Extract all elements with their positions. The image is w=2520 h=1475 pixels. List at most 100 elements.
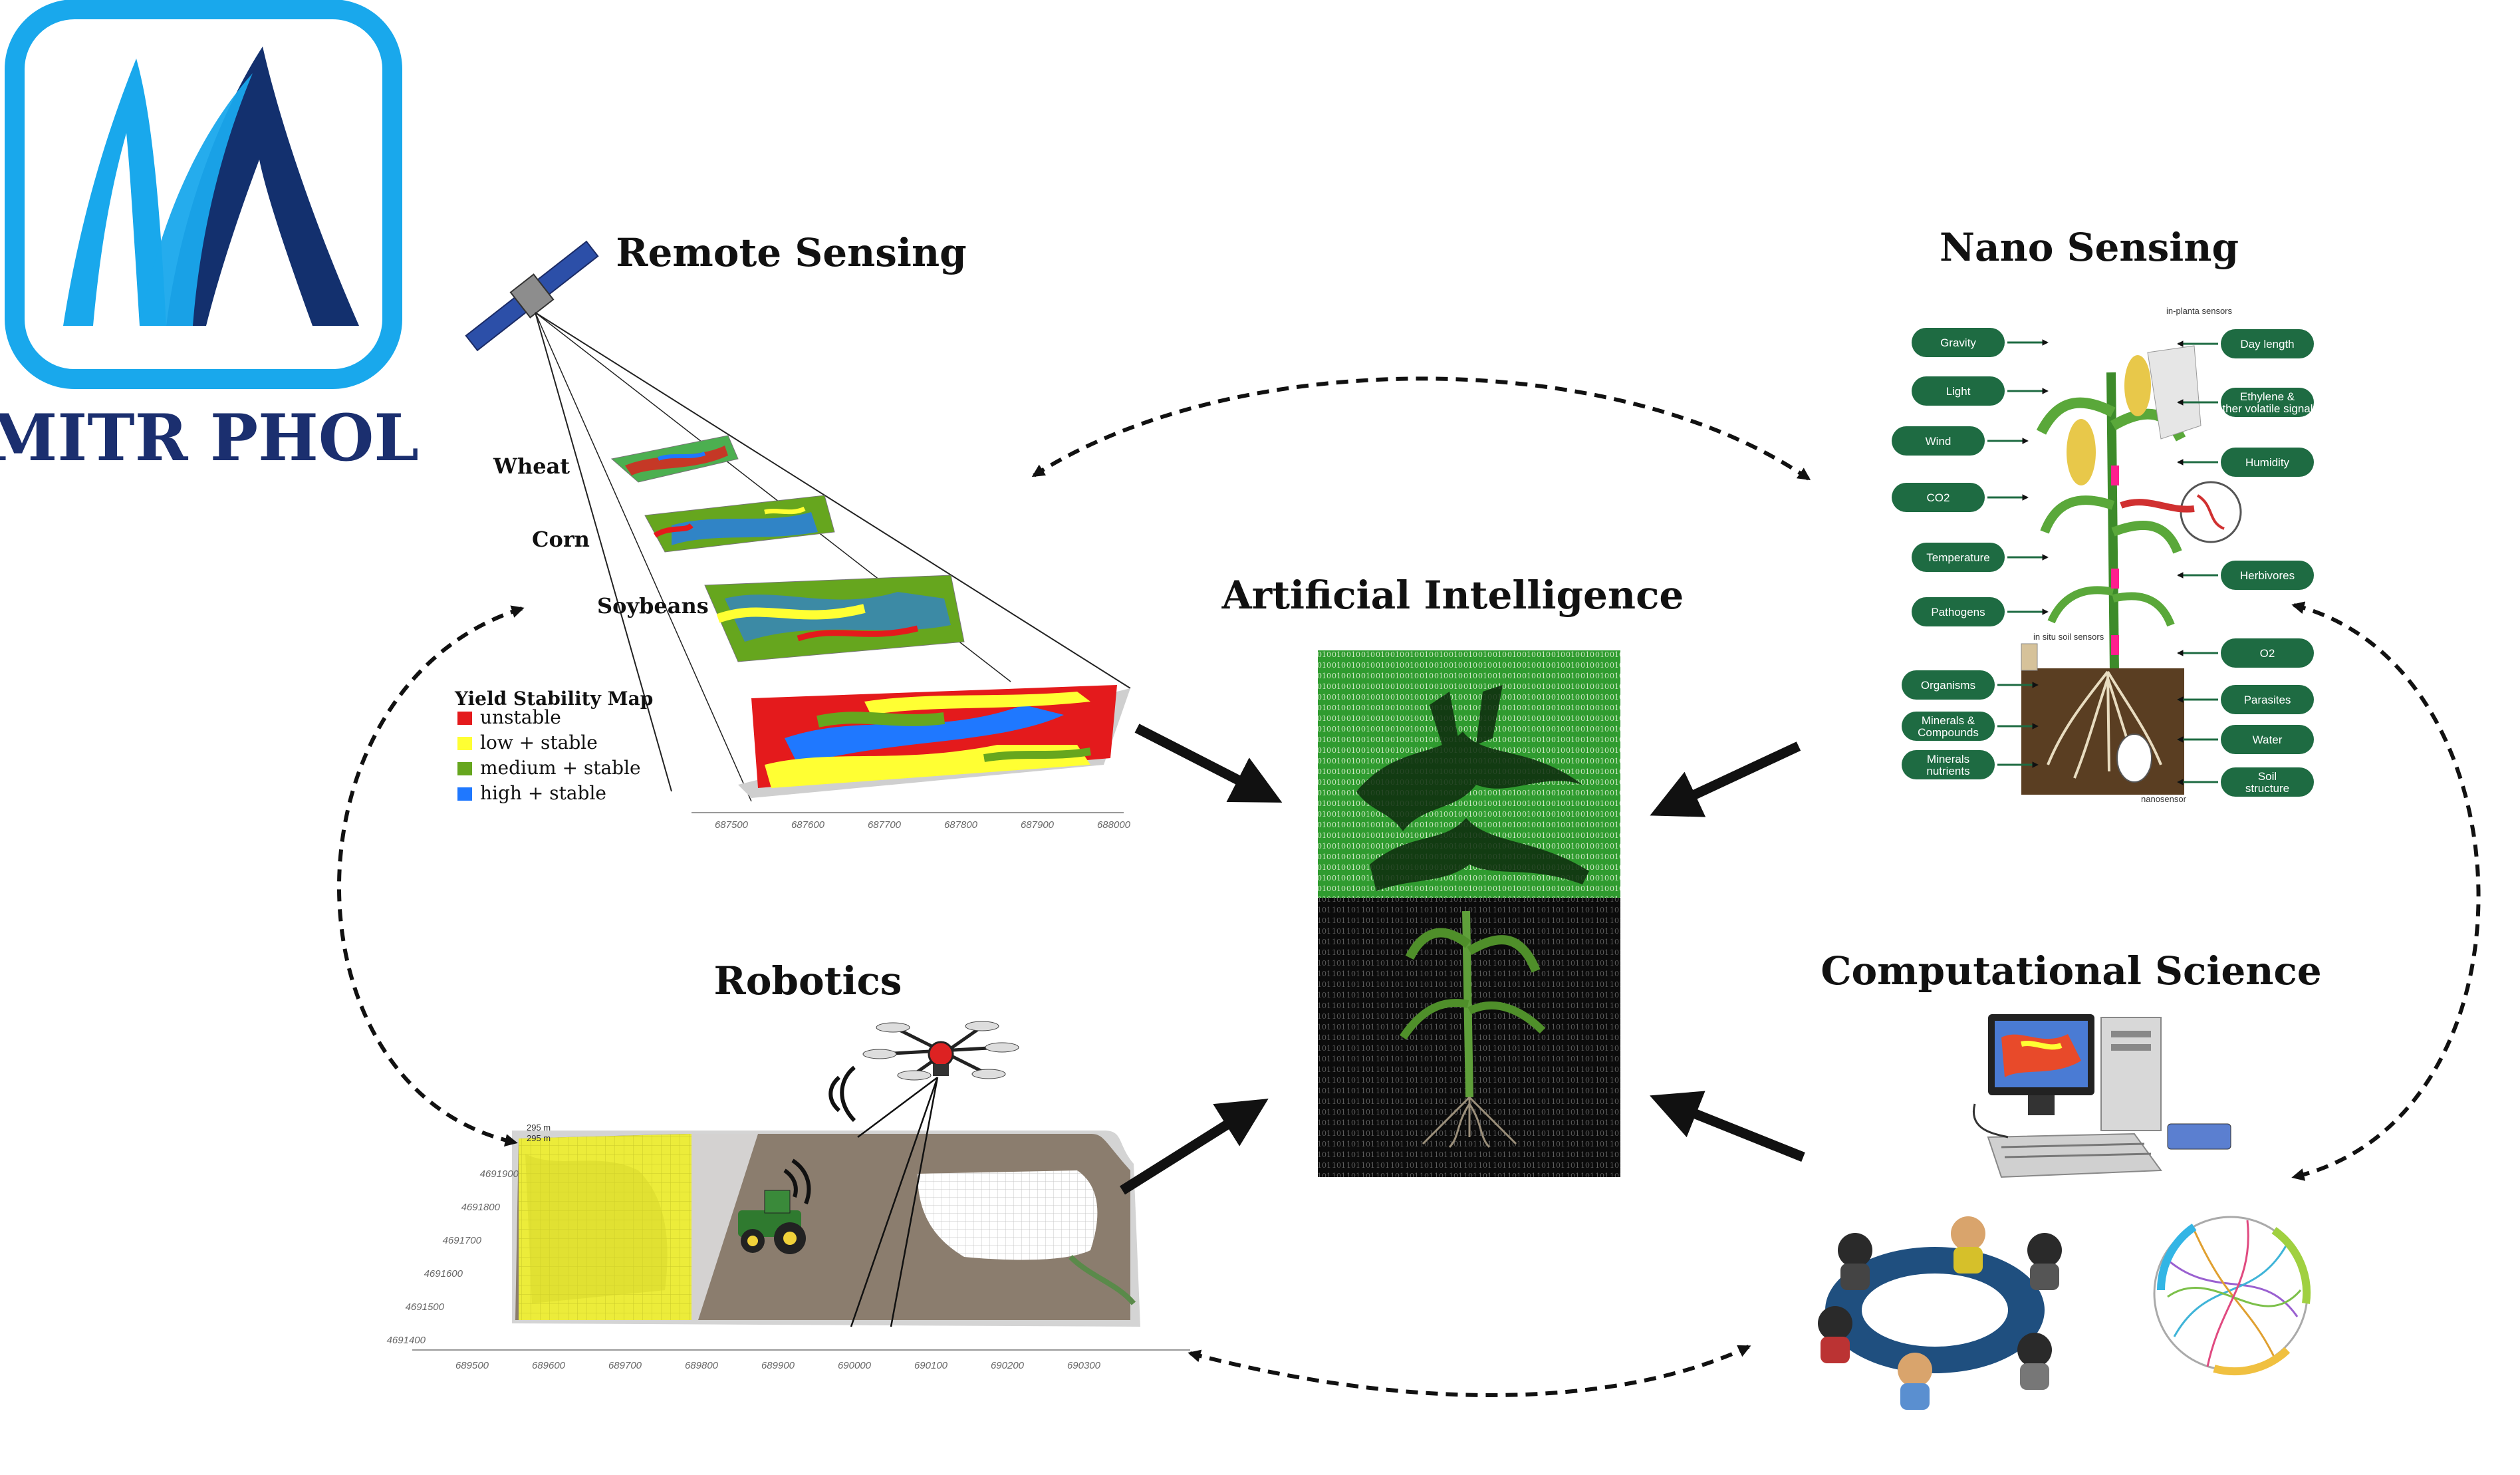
svg-text:Humidity: Humidity [2245, 456, 2290, 469]
computer-icon [1972, 1014, 2231, 1178]
yield-stability-layer [738, 685, 1130, 798]
axis-tick-label: 687600 [791, 819, 825, 831]
computational-science-panel: Computational Science [1818, 948, 2322, 1410]
dashed-arrows [337, 376, 2481, 1397]
nano-label-pill: Organisms [1902, 670, 2039, 700]
nanosensor-label: nanosensor [2141, 794, 2187, 804]
svg-text:Gravity: Gravity [1940, 336, 1976, 349]
arrow-robotics-to-ai [1120, 1099, 1269, 1195]
nano-label-pill: Herbivores [2177, 561, 2314, 590]
layer-label-wheat: Wheat [493, 454, 570, 479]
tractor-signal-icon [783, 1158, 811, 1205]
x-tick-label: 689800 [685, 1360, 719, 1371]
legend-swatch [457, 787, 472, 801]
logo-dark-peak [166, 47, 359, 326]
svg-text:Organisms: Organisms [1921, 679, 1975, 692]
soybeans-layer [704, 575, 965, 662]
nano-label-pill: O2 [2177, 638, 2314, 668]
drone-icon [862, 1021, 1019, 1081]
legend-label: low + stable [480, 732, 598, 753]
svg-text:Temperature: Temperature [1926, 551, 1989, 564]
scale-label-2: 295 m [527, 1133, 551, 1143]
nano-label-pill: Minerals &Compounds [1902, 712, 2039, 741]
in-situ-label: in situ soil sensors [2033, 632, 2104, 642]
ai-title: Artificial Intelligence [1221, 573, 1684, 618]
svg-text:other volatile signals: other volatile signals [2216, 402, 2319, 415]
drone-signal-icon [828, 1065, 856, 1123]
svg-text:Herbivores: Herbivores [2240, 569, 2295, 582]
axis-tick-label: 687800 [944, 819, 978, 831]
svg-text:Day length: Day length [2240, 338, 2294, 350]
arrow-computational-to-ai [1650, 1091, 1805, 1162]
nano-label-pill: Gravity [1912, 328, 2049, 357]
computational-science-title: Computational Science [1821, 948, 2321, 994]
robotics-y-ticks: 4691900 4691800 4691700 4691600 4691500 46914… [387, 1168, 519, 1346]
y-tick-label: 4691400 [387, 1335, 426, 1346]
svg-text:Light: Light [1946, 385, 1971, 398]
logo-middle-stroke [140, 73, 253, 326]
layer-label-soybeans: Soybeans [597, 593, 709, 618]
svg-text:O2: O2 [2260, 647, 2275, 660]
nano-label-pill: Pathogens [1912, 597, 2049, 626]
y-tick-label: 4691600 [424, 1268, 463, 1279]
y-tick-label: 4691700 [443, 1235, 482, 1246]
arrow-remote-to-ai [1134, 724, 1283, 803]
svg-text:structure: structure [2245, 782, 2289, 795]
y-tick-label: 4691800 [461, 1202, 501, 1213]
legend-swatch [457, 712, 472, 725]
scale-label-1: 295 m [527, 1123, 551, 1133]
x-tick-label: 689600 [532, 1360, 566, 1371]
logo-light-peak [63, 59, 166, 326]
nano-label-pill: Light [1912, 376, 2049, 406]
nano-label-pill: Day length [2177, 329, 2314, 358]
mitr-phol-logo: MITR PHOL [0, 0, 419, 475]
robotics-panel: Robotics [387, 958, 1190, 1371]
svg-text:Wind: Wind [1926, 435, 1952, 448]
x-tick-label: 689900 [761, 1360, 795, 1371]
svg-text:Compounds: Compounds [1918, 726, 1979, 739]
legend-label: medium + stable [480, 757, 641, 779]
corn-layer [644, 495, 835, 553]
remote-axis-ticks: 687500 687600 687700 687800 687900 688000 [715, 819, 1131, 831]
svg-text:Parasites: Parasites [2244, 694, 2291, 706]
nano-soil-block [2021, 668, 2184, 795]
meeting-table-icon [1818, 1216, 2062, 1410]
svg-text:Minerals: Minerals [1927, 753, 1969, 765]
solid-arrows [1120, 724, 1805, 1195]
dashed-arrow-remote-robotics [337, 605, 525, 1147]
x-tick-label: 690200 [991, 1360, 1025, 1371]
legend-label: unstable [480, 706, 561, 728]
x-tick-label: 689500 [455, 1360, 489, 1371]
remote-sensing-title: Remote Sensing [616, 230, 966, 275]
svg-text:Water: Water [2253, 734, 2283, 746]
nano-label-pill: Parasites [2177, 685, 2314, 714]
y-tick-label: 4691900 [480, 1168, 519, 1180]
dashed-arrow-remote-nano [1031, 376, 1811, 481]
axis-tick-label: 687900 [1021, 819, 1055, 831]
x-tick-label: 690100 [914, 1360, 948, 1371]
nano-sensing-title: Nano Sensing [1940, 225, 2239, 270]
nano-corn-plant [2036, 345, 2242, 672]
arrow-nano-to-ai [1650, 741, 1801, 817]
legend-swatch [457, 737, 472, 750]
logo-text: MITR PHOL [0, 400, 419, 475]
svg-text:Ethylene &: Ethylene & [2240, 390, 2295, 403]
dashed-arrow-robotics-computational [1188, 1345, 1751, 1397]
dashed-arrow-nano-computational [2291, 601, 2481, 1181]
in-planta-label: in-planta sensors [2166, 306, 2232, 316]
svg-text:Pathogens: Pathogens [1931, 606, 1985, 618]
svg-text:nutrients: nutrients [1926, 765, 1969, 777]
ai-plant-silhouette [1356, 685, 1589, 891]
y-tick-label: 4691500 [406, 1301, 445, 1313]
nano-label-pill: Humidity [2177, 448, 2314, 477]
circos-plot-icon [2153, 1216, 2311, 1376]
unmapped-area [918, 1170, 1098, 1260]
svg-text:Soil: Soil [2258, 770, 2277, 783]
nano-label-pill: Water [2177, 725, 2314, 754]
nano-label-pill: Wind [1892, 426, 2029, 456]
x-tick-label: 689700 [608, 1360, 642, 1371]
nano-label-pill: CO2 [1892, 483, 2029, 512]
satellite-icon [465, 240, 599, 352]
